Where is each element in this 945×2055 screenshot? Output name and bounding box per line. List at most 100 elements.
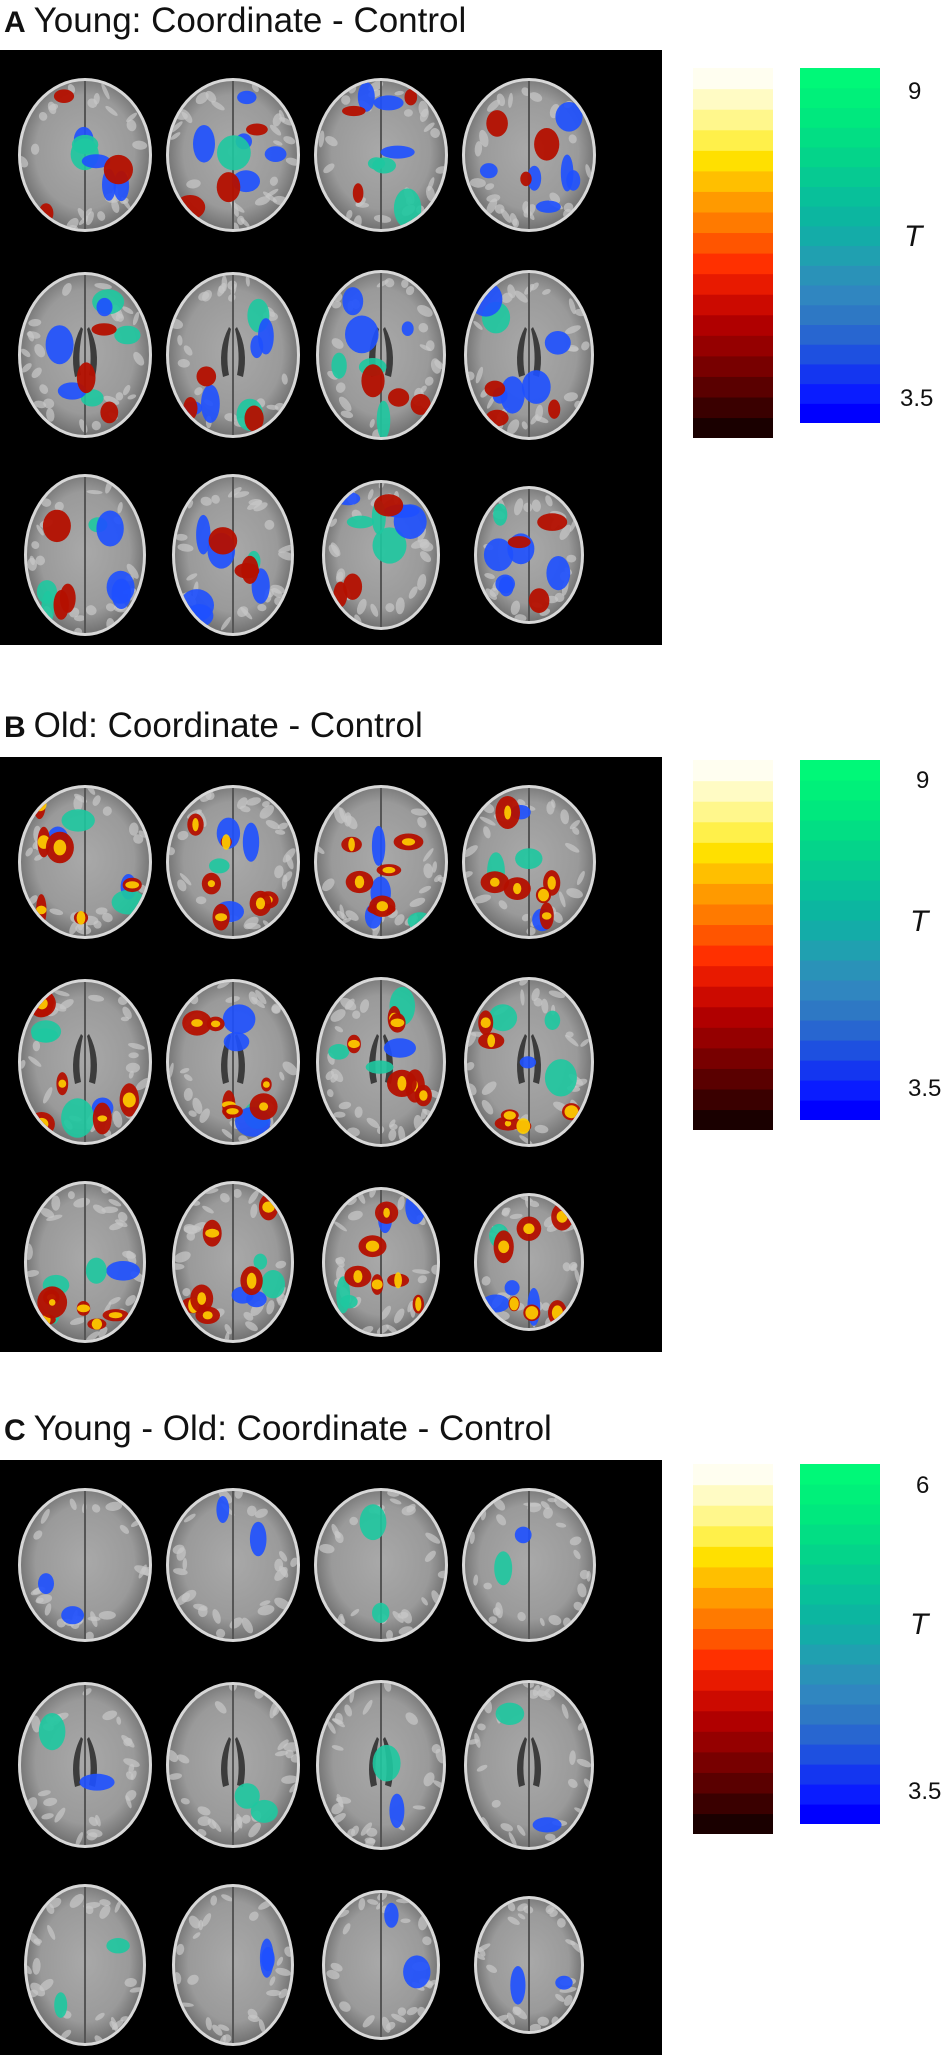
activation-blob-negative <box>79 1773 115 1791</box>
activation-blob-positive <box>374 494 404 517</box>
panel-letter: A <box>4 6 26 39</box>
brain-slice <box>462 78 596 232</box>
brain-slice <box>464 270 594 440</box>
colorbar-segment <box>800 880 880 901</box>
colorbar-segment <box>693 150 773 172</box>
colorbar-segment <box>800 1744 880 1765</box>
colorbar-segment <box>800 1000 880 1021</box>
activation-blob-negative <box>242 822 260 862</box>
activation-blob-negative <box>479 163 498 179</box>
colorbar-segment <box>800 403 880 423</box>
brain-slice <box>316 1680 446 1850</box>
colorbar-segment <box>800 1784 880 1805</box>
activation-blob-negative <box>222 1004 256 1034</box>
colorbar-segment <box>693 335 773 357</box>
colorbar-segment <box>800 800 880 821</box>
colorbar-segment <box>800 1020 880 1041</box>
activation-blob-negative <box>340 1295 358 1309</box>
activation-blob-negative <box>532 1817 562 1833</box>
activation-blob-negative <box>61 1098 95 1138</box>
activation-blob-negative <box>376 400 391 437</box>
colorbar-segment <box>693 88 773 110</box>
activation-blob-negative <box>488 1004 518 1032</box>
ventricle <box>221 1737 231 1787</box>
colorbar-segment <box>800 1504 880 1525</box>
activation-blob-positive <box>103 154 133 185</box>
colorbar-segment <box>693 903 773 926</box>
panel-title: B Old: Coordinate - Control <box>4 705 423 749</box>
activation-blob-positive <box>484 380 506 397</box>
activation-blob-negative <box>535 200 561 213</box>
colorbar-segment <box>693 211 773 234</box>
brain-slice <box>18 1488 152 1642</box>
ventricle <box>517 327 527 377</box>
activation-blob-negative <box>106 1261 140 1281</box>
colorbar-segment <box>800 1644 880 1665</box>
activation-blob-negative <box>346 515 375 529</box>
colorbar-segment <box>800 1544 880 1565</box>
brain-slices-grid <box>0 50 662 645</box>
brain-slice <box>24 474 146 636</box>
activation-blob-negative <box>85 1257 107 1284</box>
colorbar-segment <box>693 1587 773 1609</box>
activation-blob-negative <box>234 1783 260 1809</box>
brain-slice <box>172 1884 294 2046</box>
activation-blob-positive <box>208 527 238 555</box>
colorbar-segment <box>800 1704 880 1725</box>
colorbar-segment <box>693 417 773 438</box>
activation-blob-negative <box>38 1713 66 1751</box>
colorbar-segment <box>800 820 880 841</box>
activation-blob-positive <box>388 388 410 407</box>
activation-blob-negative <box>546 556 571 591</box>
activation-blob-positive <box>246 123 268 136</box>
colorbar-segment <box>693 170 773 192</box>
activation-blob-negative <box>500 376 525 414</box>
activation-blob-negative <box>494 1551 513 1586</box>
activation-blob-negative <box>372 1602 390 1623</box>
brain-slice <box>18 272 152 438</box>
colorbar-segment <box>693 253 773 275</box>
colorbar-segment <box>800 245 880 266</box>
colorbar-segment <box>693 821 773 843</box>
activation-blob-positive <box>520 171 532 187</box>
activation-blob-negative <box>555 1975 573 1990</box>
activation-blob-negative <box>261 1270 285 1299</box>
brain-slice <box>166 1488 300 1642</box>
brain-slice <box>166 979 300 1145</box>
activation-blob-positive <box>528 588 550 613</box>
activation-blob-negative <box>372 1744 401 1782</box>
colorbar-segment <box>693 965 773 987</box>
colorbar-segment <box>693 1546 773 1568</box>
activation-blob-negative <box>393 188 422 228</box>
brain-slice <box>166 78 300 232</box>
colorbar-segment <box>693 1525 773 1547</box>
colorbar-segment <box>800 324 880 345</box>
colorbar-segment <box>800 920 880 941</box>
colorbar-segment <box>800 265 880 286</box>
colorbar-axis-label: T <box>910 1608 929 1641</box>
ventricle <box>517 1737 527 1787</box>
activation-blob-positive <box>196 366 217 387</box>
brain-slice <box>314 1488 448 1642</box>
colorbar-segment <box>693 924 773 946</box>
colorbar-segment <box>800 1684 880 1705</box>
activation-blob-negative <box>223 1032 250 1052</box>
ventricle <box>531 327 541 377</box>
colorbar-max-label: 6 <box>916 1472 930 1499</box>
colorbar-segment <box>693 1792 773 1815</box>
activation-blob-negative <box>495 574 515 594</box>
activation-blob-negative <box>555 102 583 132</box>
colorbar-segment <box>693 1484 773 1506</box>
activation-blob-negative <box>401 321 414 336</box>
activation-blob-negative <box>217 135 251 171</box>
activation-blob-negative <box>372 527 407 564</box>
activation-blob-negative <box>493 503 508 526</box>
activation-blob-negative <box>36 580 57 604</box>
colorbar-segment <box>693 1710 773 1732</box>
panel-title-text: Young: Coordinate - Control <box>33 1 467 40</box>
brain-slice <box>166 272 300 438</box>
colorbar-segment <box>800 760 880 781</box>
colorbar-segment <box>693 842 773 864</box>
colorbar-min-label: 3.5 <box>900 385 934 412</box>
activation-blob-negative <box>544 1010 561 1030</box>
